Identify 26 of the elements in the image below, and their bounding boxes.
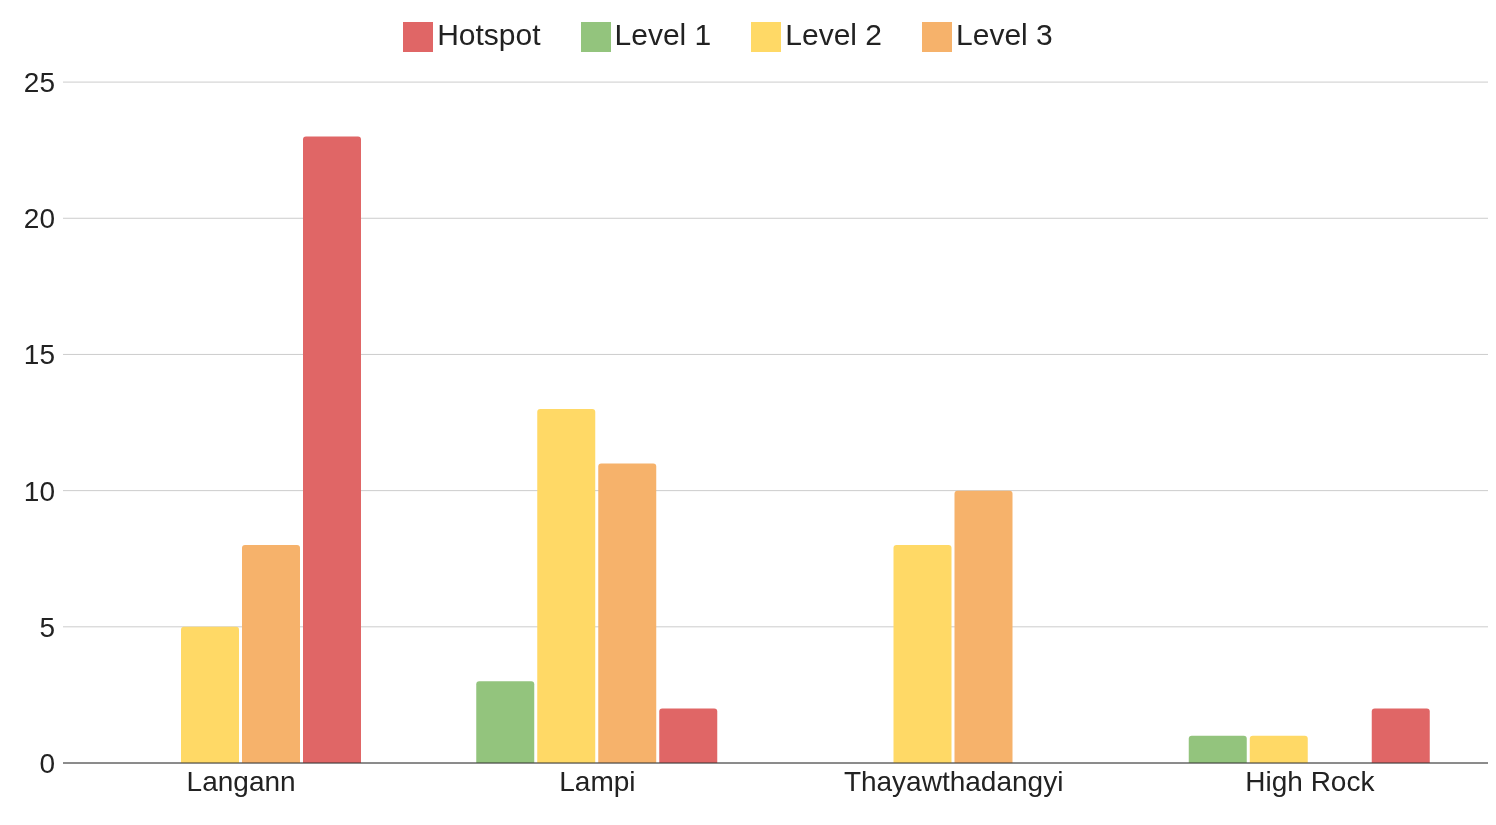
bar [1371, 708, 1430, 763]
y-tick-label: 20 [23, 203, 55, 235]
legend-label: Level 2 [785, 18, 883, 51]
x-tick-label: High Rock [1245, 765, 1376, 797]
bar [1188, 735, 1247, 763]
x-tick-label: Thayawthadangyi [843, 765, 1064, 797]
bar [537, 408, 596, 763]
bar [659, 708, 718, 763]
x-tick-label: Langann [186, 765, 296, 797]
y-tick-label: 25 [23, 67, 55, 99]
bar [1249, 735, 1308, 763]
bar [181, 626, 239, 763]
bar [954, 490, 1013, 763]
bar [893, 545, 952, 763]
bar [476, 681, 535, 763]
y-tick-label: 0 [39, 747, 55, 779]
legend-label: Level 3 [956, 18, 1053, 51]
y-tick-label: 5 [39, 611, 55, 643]
x-tick-label: Lampi [559, 765, 636, 797]
bar [242, 545, 300, 763]
y-tick-label: 15 [23, 339, 55, 371]
y-tick-label: 10 [23, 475, 55, 507]
legend-label: Hotspot [437, 18, 541, 51]
bar [303, 136, 361, 763]
bar [598, 463, 657, 763]
legend-label: Level 1 [614, 18, 712, 51]
